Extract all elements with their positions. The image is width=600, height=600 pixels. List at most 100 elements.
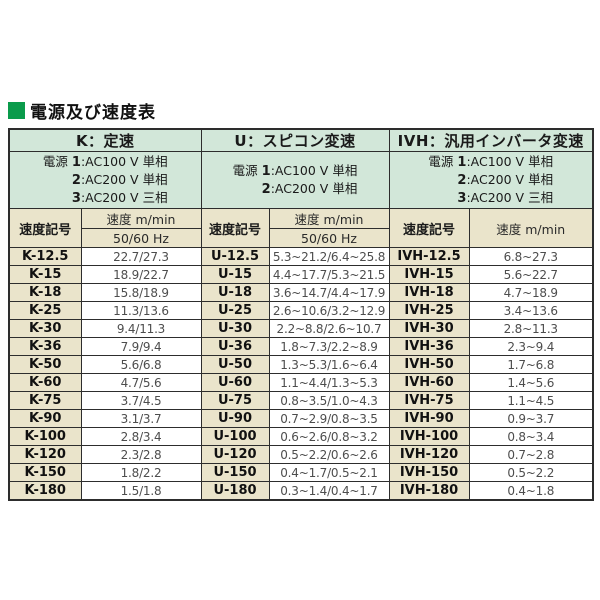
power-option-number: 3 [457,191,467,206]
speed-value-cell: 4.7/5.6 [80,373,202,392]
speed-value-cell: 3.1/3.7 [80,409,202,428]
speed-code-cell: K-12.5 [8,247,82,266]
power-line: 電源 3:AC200 V 三相 [43,189,168,207]
power-option-text: :AC100 V 単相 [80,154,168,169]
speed-code-cell: IVH-18 [388,283,470,302]
speed-code-cell: K-30 [8,319,82,338]
data-row: K-12.5 22.7/27.3 U-12.5 5.3~21.2/6.4~25.8 IV… [8,247,594,266]
speed-code-cell: U-36 [200,337,270,356]
speed-code-cell: U-180 [200,481,270,501]
speed-code-cell: U-100 [200,427,270,446]
speed-value-cell: 0.3~1.4/0.4~1.7 [268,481,390,501]
speed-value-cell: 2.2~8.8/2.6~10.7 [268,319,390,338]
speed-code-cell: U-25 [200,301,270,320]
speed-value-cell: 6.8~27.3 [468,247,594,266]
speed-value-cell: 5.3~21.2/6.4~25.8 [268,247,390,266]
speed-value-cell: 1.1~4.5 [468,391,594,410]
speed-code-cell: IVH-120 [388,445,470,464]
power-option-text: :AC200 V 三相 [466,190,554,205]
power-option-text: :AC200 V 単相 [466,172,554,187]
speed-code-cell: U-18 [200,283,270,302]
speed-value-cell: 2.3~9.4 [468,337,594,356]
title-bullet-square-icon [8,102,25,119]
speed-code-cell: K-15 [8,265,82,284]
data-row: K-50 5.6/6.8 U-50 1.3~5.3/1.6~6.4 IVH-50 1.7~… [8,355,594,374]
speed-value-cell: 3.7/4.5 [80,391,202,410]
speed-code-cell: U-50 [200,355,270,374]
speed-code-cell: K-18 [8,283,82,302]
speed-unit-header-cell: 速度 m/min [468,208,594,248]
speed-value-cell: 2.3/2.8 [80,445,202,464]
speed-value-cell: 2.6~10.6/3.2~12.9 [268,301,390,320]
data-row: K-36 7.9/9.4 U-36 1.8~7.3/2.2~8.9 IVH-36 2.3~… [8,337,594,356]
power-option-number: 3 [71,191,81,206]
code-header-cell: 速度記号 [200,208,270,248]
speed-code-cell: IVH-150 [388,463,470,482]
speed-value-cell: 7.9/9.4 [80,337,202,356]
table-body: K：定速 U：スピコン変速 IVH：汎用インバータ変速 電源 1:AC100 V 単相… [8,128,594,501]
speed-value-cell: 0.4~1.8 [468,481,594,501]
speed-value-cell: 0.7~2.9/0.8~3.5 [268,409,390,428]
power-option-text: :AC200 V 単相 [80,172,168,187]
speed-value-cell: 2.8/3.4 [80,427,202,446]
speed-value-cell: 15.8/18.9 [80,283,202,302]
speed-code-cell: IVH-36 [388,337,470,356]
speed-value-cell: 4.7~18.9 [468,283,594,302]
speed-value-cell: 5.6/6.8 [80,355,202,374]
speed-value-cell: 1.5/1.8 [80,481,202,501]
speed-value-cell: 18.9/22.7 [80,265,202,284]
speed-code-cell: IVH-60 [388,373,470,392]
speed-code-cell: U-75 [200,391,270,410]
power-option-number: 2 [71,173,81,188]
speed-unit-header-cell: 速度 m/min [268,208,390,229]
power-line: 電源 2:AC200 V 単相 [43,171,168,189]
speed-value-cell: 9.4/11.3 [80,319,202,338]
speed-code-cell: K-180 [8,481,82,501]
power-prefix-label: 電源 [232,163,262,178]
power-option-number: 1 [71,155,81,170]
power-option-number: 1 [261,164,271,179]
speed-value-cell: 1.8~7.3/2.2~8.9 [268,337,390,356]
power-line: 電源 2:AC200 V 単相 [233,180,358,198]
power-line: 電源 1:AC100 V 単相 [43,153,168,171]
speed-value-cell: 1.1~4.4/1.3~5.3 [268,373,390,392]
speed-code-cell: K-75 [8,391,82,410]
power-option-number: 1 [457,155,467,170]
data-row: K-30 9.4/11.3 U-30 2.2~8.8/2.6~10.7 IVH-30 2.… [8,319,594,338]
speed-value-cell: 1.7~6.8 [468,355,594,374]
speed-value-cell: 0.8~3.4 [468,427,594,446]
speed-value-cell: 22.7/27.3 [80,247,202,266]
speed-code-cell: K-100 [8,427,82,446]
speed-value-cell: 0.9~3.7 [468,409,594,428]
speed-value-cell: 1.3~5.3/1.6~6.4 [268,355,390,374]
speed-code-cell: K-150 [8,463,82,482]
code-header-cell: 速度記号 [8,208,82,248]
type-header-cell: IVH：汎用インバータ変速 [388,128,594,152]
type-header-cell: K：定速 [8,128,202,152]
data-row: K-18 15.8/18.9 U-18 3.6~14.7/4.4~17.9 IVH-18… [8,283,594,302]
speed-code-cell: U-60 [200,373,270,392]
data-row: K-180 1.5/1.8 U-180 0.3~1.4/0.4~1.7 IVH-180 0… [8,481,594,501]
hz-header-cell: 50/60 Hz [80,228,202,248]
power-option-number: 2 [457,173,467,188]
power-line: 電源 3:AC200 V 三相 [428,189,553,207]
speed-code-cell: K-120 [8,445,82,464]
power-option-text: :AC100 V 単相 [270,163,358,178]
speed-code-cell: IVH-25 [388,301,470,320]
speed-code-cell: U-150 [200,463,270,482]
data-row: K-25 11.3/13.6 U-25 2.6~10.6/3.2~12.9 IVH-25… [8,301,594,320]
speed-code-cell: IVH-180 [388,481,470,501]
hz-header-cell: 50/60 Hz [268,228,390,248]
power-option-text: :AC200 V 単相 [270,181,358,196]
sub-header-row-2: 50/60 Hz 50/60 Hz [9,228,593,248]
speed-code-cell: U-120 [200,445,270,464]
data-row: K-75 3.7/4.5 U-75 0.8~3.5/1.0~4.3 IVH-75 1.1~… [8,391,594,410]
speed-code-cell: IVH-75 [388,391,470,410]
power-prefix-label: 電源 [42,154,72,169]
